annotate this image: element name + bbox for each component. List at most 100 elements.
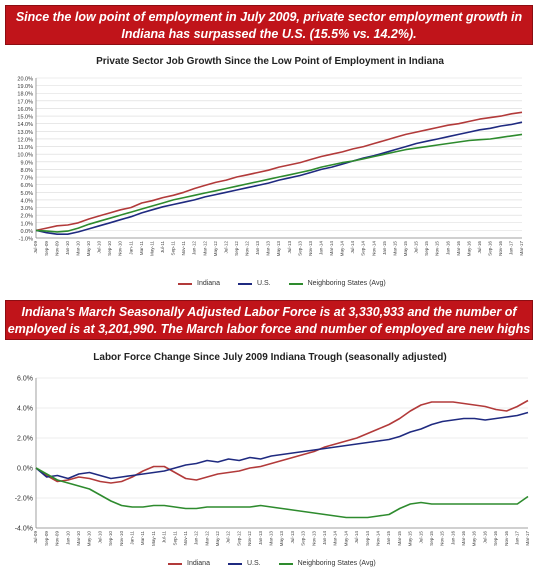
- headline-banner-top: Since the low point of employment in Jul…: [5, 5, 533, 45]
- legend-item-indiana: Indiana: [178, 280, 220, 287]
- x-tick-label: Mar-11: [139, 241, 144, 256]
- x-tick-label: Jul-11: [162, 531, 167, 544]
- y-tick-label: 3.0%: [20, 206, 33, 212]
- y-tick-label: -2.0%: [15, 496, 33, 503]
- x-tick-label: Jan-17: [515, 531, 520, 545]
- series-line-u-s: [35, 411, 529, 480]
- x-tick-label: Nov-10: [119, 531, 124, 546]
- x-tick-label: Mar-13: [269, 531, 274, 546]
- x-tick-label: Mar-13: [266, 241, 271, 256]
- y-tick-label: 2.0%: [17, 436, 33, 443]
- x-tick-label: Mar-17: [525, 531, 530, 546]
- x-tick-label: May-10: [87, 531, 92, 547]
- x-tick-label: Sep-10: [108, 531, 113, 546]
- x-tick-label: Nov-16: [498, 241, 503, 256]
- y-tick-label: 19.0%: [17, 84, 33, 90]
- legend-swatch-indiana: [178, 282, 192, 285]
- x-tick-label: Mar-15: [397, 531, 402, 546]
- x-tick-label: Jul-12: [223, 241, 228, 254]
- x-tick-label: Nov-15: [440, 531, 445, 546]
- x-tick-label: May-16: [472, 531, 477, 547]
- x-tick-label: Jul-16: [482, 531, 487, 544]
- x-tick-label: Mar-16: [461, 531, 466, 546]
- y-tick-label: 12.0%: [17, 137, 33, 143]
- legend-label-indiana: Indiana: [197, 280, 220, 287]
- x-tick-label: Sep-10: [107, 241, 112, 256]
- x-tick-label: Jan-10: [65, 531, 70, 545]
- x-tick-label: Mar-11: [140, 531, 145, 546]
- legend-item-neighboring: Neighboring States (Avg): [288, 280, 386, 287]
- x-tick-label: Jan-13: [255, 241, 260, 255]
- x-tick-label: Jan-15: [382, 241, 387, 255]
- x-tick-label: May-12: [215, 531, 220, 547]
- x-tick-label: Jan-15: [386, 531, 391, 545]
- y-tick-label: -1.0%: [19, 237, 33, 243]
- x-tick-label: Jan-11: [129, 531, 134, 545]
- x-tick-label: Jan-14: [318, 241, 323, 255]
- series-line-indiana: [35, 111, 523, 232]
- series-line-u-s: [35, 121, 523, 235]
- x-tick-label: Mar-14: [329, 241, 334, 256]
- x-tick-label: Nov-09: [55, 531, 60, 546]
- y-tick-label: 13.0%: [17, 130, 33, 136]
- x-tick-label: Nov-14: [371, 241, 376, 256]
- legend-label-indiana: Indiana: [187, 560, 210, 567]
- x-tick-label: Jan-10: [65, 241, 70, 255]
- y-tick-label: 17.0%: [17, 99, 33, 105]
- series-line-neighboring-states-avg: [35, 467, 529, 519]
- y-tick-label: -4.0%: [15, 526, 33, 533]
- x-tick-label: Jul-11: [160, 241, 165, 254]
- x-tick-label: Jan-16: [450, 531, 455, 545]
- x-tick-label: Sep-11: [171, 241, 176, 256]
- x-tick-label: Mar-15: [392, 241, 397, 256]
- y-tick-label: 8.0%: [20, 168, 33, 174]
- x-tick-label: Jul-10: [97, 241, 102, 254]
- x-tick-label: Sep-14: [365, 531, 370, 546]
- x-tick-label: Jan-12: [192, 241, 197, 255]
- y-tick-label: 14.0%: [17, 122, 33, 128]
- legend-swatch-neighboring: [278, 562, 293, 565]
- x-tick-label: May-14: [340, 241, 345, 257]
- x-tick-label: May-13: [276, 241, 281, 257]
- x-tick-label: Mar-14: [333, 531, 338, 546]
- y-tick-label: 10.0%: [17, 153, 33, 159]
- x-tick-label: Mar-16: [456, 241, 461, 256]
- y-tick-label: 15.0%: [17, 115, 33, 121]
- x-tick-label: Jul-16: [477, 241, 482, 254]
- x-tick-label: Jan-14: [322, 531, 327, 545]
- legend-item-indiana: Indiana: [168, 560, 210, 567]
- series-line-indiana: [35, 399, 529, 484]
- x-tick-label: Jul-14: [350, 241, 355, 254]
- chart1-legend: Indiana U.S. Neighboring States (Avg): [178, 280, 386, 287]
- x-tick-label: May-11: [149, 241, 154, 256]
- y-tick-label: 4.0%: [17, 406, 33, 413]
- legend-swatch-neighboring: [288, 282, 303, 285]
- x-tick-label: Sep-15: [429, 531, 434, 546]
- x-tick-label: Sep-09: [44, 531, 49, 546]
- legend-label-us: U.S.: [246, 560, 261, 567]
- chart1-title: Private Sector Job Growth Since the Low …: [96, 56, 444, 67]
- legend-item-neighboring: Neighboring States (Avg): [278, 560, 376, 567]
- legend-item-us: U.S.: [237, 280, 271, 287]
- legend-swatch-us: [227, 562, 242, 565]
- x-tick-label: Mar-10: [76, 531, 81, 546]
- x-tick-label: May-14: [343, 531, 348, 547]
- x-tick-label: May-15: [403, 241, 408, 257]
- x-tick-label: May-16: [466, 241, 471, 257]
- legend-swatch-us: [237, 282, 252, 285]
- legend-label-us: U.S.: [256, 280, 271, 287]
- x-tick-label: May-15: [408, 531, 413, 547]
- legend-swatch-indiana: [168, 562, 182, 565]
- chart2-title: Labor Force Change Since July 2009 India…: [93, 352, 447, 363]
- y-tick-label: 11.0%: [18, 145, 33, 151]
- x-tick-label: Sep-12: [236, 531, 241, 546]
- y-tick-label: 4.0%: [20, 198, 33, 204]
- x-tick-label: Nov-13: [311, 531, 316, 546]
- y-tick-label: 1.0%: [20, 221, 33, 227]
- x-tick-label: Jul-14: [354, 531, 359, 544]
- x-tick-label: Sep-13: [297, 241, 302, 256]
- x-tick-label: Jul-09: [33, 531, 38, 544]
- headline-banner-middle: Indiana's March Seasonally Adjusted Labo…: [5, 300, 533, 353]
- y-tick-label: 7.0%: [20, 176, 33, 182]
- y-tick-label: 6.0%: [20, 183, 33, 189]
